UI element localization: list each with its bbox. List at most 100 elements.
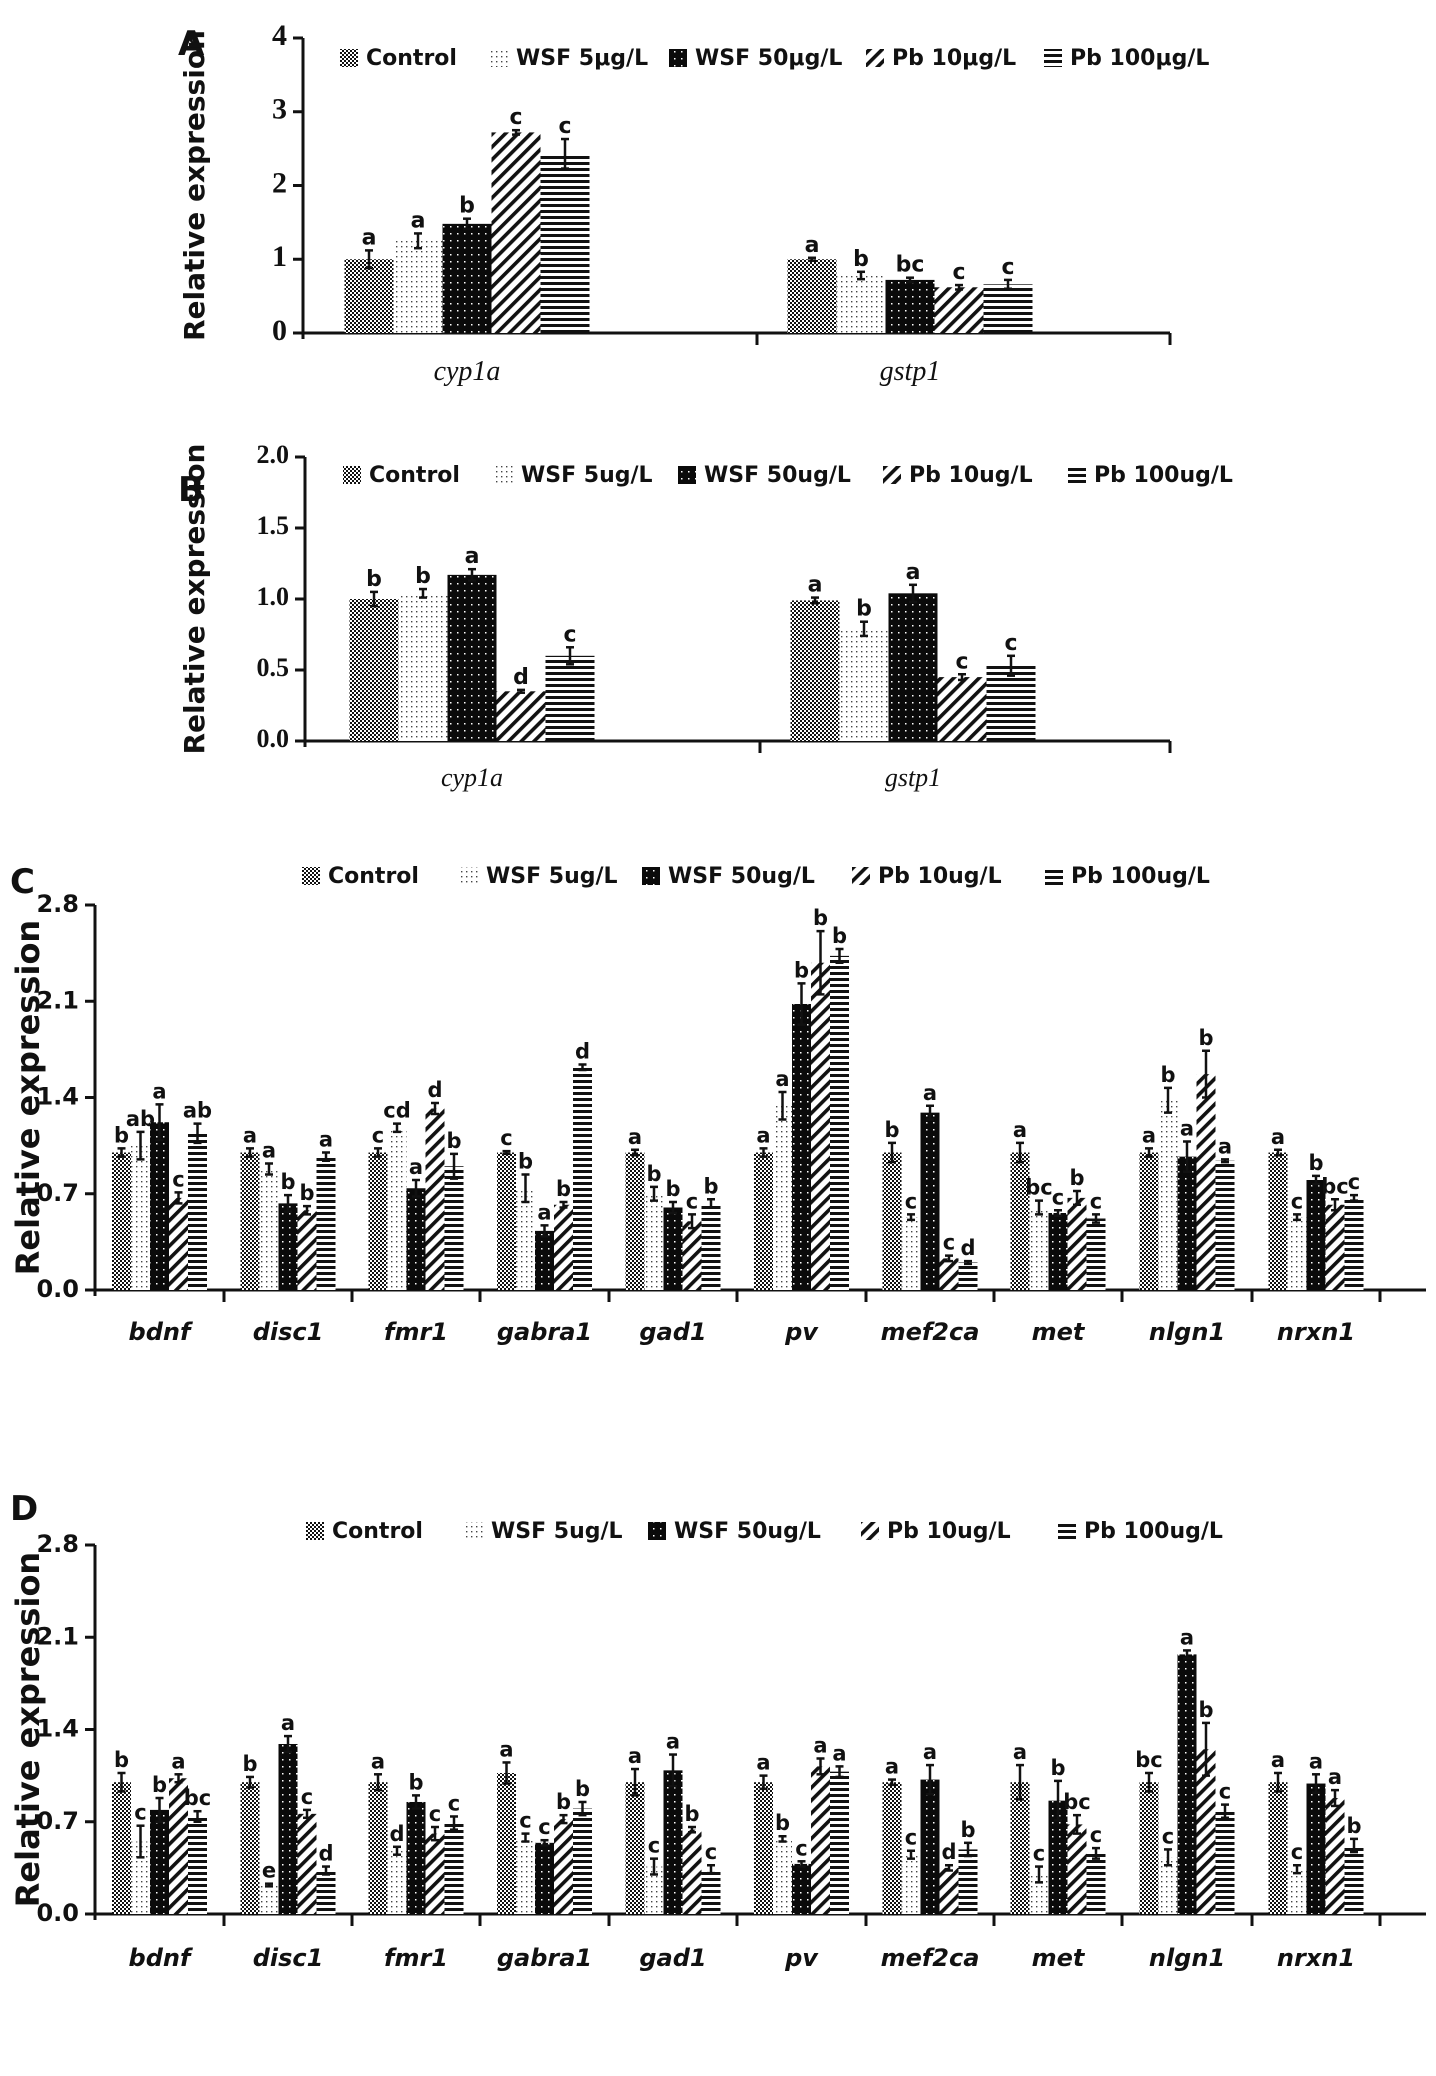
significance-label: c bbox=[1052, 1185, 1064, 1209]
significance-label: b bbox=[575, 1777, 590, 1801]
bar bbox=[939, 1867, 959, 1914]
significance-label: b bbox=[299, 1181, 314, 1205]
significance-label: c bbox=[955, 649, 968, 674]
significance-label: bc bbox=[896, 253, 925, 278]
legend-label: Control bbox=[332, 1519, 423, 1544]
legend-swatch bbox=[678, 466, 696, 484]
bar bbox=[112, 1782, 131, 1914]
bar bbox=[1268, 1152, 1288, 1290]
bar bbox=[1086, 1218, 1106, 1290]
panel-letter: C bbox=[10, 862, 35, 902]
bar bbox=[1158, 1100, 1178, 1290]
significance-label: b bbox=[1198, 1026, 1213, 1050]
bar bbox=[169, 1197, 188, 1290]
significance-label: a bbox=[1271, 1748, 1285, 1772]
legend-swatch bbox=[302, 867, 320, 885]
category-label: bdnf bbox=[129, 1318, 193, 1346]
category-label: met bbox=[1032, 1944, 1086, 1972]
bar bbox=[885, 279, 935, 333]
bar bbox=[497, 1152, 516, 1290]
significance-label: c bbox=[905, 1189, 917, 1213]
legend-label: Pb 10μg/L bbox=[892, 46, 1016, 71]
significance-label: c bbox=[301, 1785, 313, 1809]
bar bbox=[497, 1772, 516, 1914]
bar bbox=[882, 1152, 902, 1290]
legend-swatch bbox=[340, 49, 358, 67]
significance-label: a bbox=[666, 1730, 680, 1754]
y-tick-label: 0.7 bbox=[36, 1179, 79, 1207]
bar bbox=[773, 1838, 792, 1914]
significance-label: a bbox=[1180, 1117, 1194, 1141]
significance-label: a bbox=[906, 560, 921, 585]
bar bbox=[150, 1809, 169, 1914]
significance-label: b bbox=[1198, 1698, 1213, 1722]
category-label: nlgn1 bbox=[1149, 1318, 1225, 1346]
significance-label: b bbox=[556, 1177, 571, 1201]
bar bbox=[958, 1262, 978, 1290]
significance-label: c bbox=[648, 1834, 660, 1858]
legend-label: WSF 50ug/L bbox=[668, 864, 815, 889]
significance-label: a bbox=[1013, 1740, 1027, 1764]
significance-label: a bbox=[1013, 1118, 1027, 1142]
significance-label: c bbox=[1291, 1189, 1303, 1213]
bar bbox=[1158, 1857, 1178, 1914]
category-label: cyp1a bbox=[441, 763, 503, 792]
bar bbox=[958, 1849, 978, 1914]
bar bbox=[701, 1869, 721, 1914]
bar bbox=[535, 1230, 554, 1290]
significance-label: b bbox=[960, 1818, 975, 1842]
legend-label: Pb 10ug/L bbox=[878, 864, 1002, 889]
bar bbox=[545, 655, 595, 741]
legend-label: WSF 5ug/L bbox=[491, 1519, 623, 1544]
category-label: met bbox=[1032, 1318, 1086, 1346]
significance-label: b bbox=[884, 1118, 899, 1142]
bar bbox=[901, 1854, 921, 1914]
y-tick-label: 2.8 bbox=[36, 890, 79, 918]
bar bbox=[1029, 1207, 1049, 1290]
significance-label: a bbox=[262, 1139, 276, 1163]
significance-label: e bbox=[262, 1859, 276, 1883]
bar bbox=[811, 962, 830, 1290]
significance-label: c bbox=[1162, 1824, 1174, 1848]
significance-label: a bbox=[537, 1200, 551, 1224]
significance-label: b bbox=[684, 1802, 699, 1826]
significance-label: b bbox=[856, 597, 872, 622]
category-label: disc1 bbox=[253, 1318, 324, 1346]
significance-label: a bbox=[152, 1079, 166, 1103]
bar bbox=[790, 600, 840, 741]
significance-label: c bbox=[952, 260, 965, 285]
bar bbox=[1010, 1152, 1030, 1290]
bar bbox=[682, 1221, 702, 1290]
bar bbox=[934, 287, 984, 333]
bar bbox=[882, 1782, 902, 1914]
panel-letter: D bbox=[10, 1489, 38, 1529]
significance-label: b bbox=[114, 1123, 129, 1147]
significance-label: a bbox=[362, 225, 377, 250]
legend-label: Pb 100μg/L bbox=[1070, 46, 1209, 71]
bar bbox=[792, 1004, 811, 1290]
significance-label: a bbox=[1142, 1123, 1156, 1147]
bar bbox=[344, 259, 394, 333]
bar bbox=[131, 1841, 150, 1914]
bar bbox=[444, 1166, 464, 1290]
bar bbox=[1086, 1853, 1106, 1914]
legend-label: Control bbox=[369, 463, 460, 488]
bar bbox=[240, 1152, 260, 1290]
legend-label: WSF 50ug/L bbox=[674, 1519, 821, 1544]
significance-label: d bbox=[318, 1842, 333, 1866]
significance-label: c bbox=[1291, 1840, 1303, 1864]
significance-label: c bbox=[1219, 1780, 1231, 1804]
significance-label: b bbox=[1160, 1063, 1175, 1087]
significance-label: a bbox=[1180, 1625, 1194, 1649]
significance-label: c bbox=[563, 622, 576, 647]
significance-label: d bbox=[941, 1840, 956, 1864]
significance-label: b bbox=[518, 1150, 533, 1174]
significance-label: ab bbox=[183, 1099, 212, 1123]
bar bbox=[888, 593, 938, 741]
panel-letter: B bbox=[178, 470, 204, 510]
bar bbox=[554, 1819, 573, 1914]
significance-label: a bbox=[499, 1737, 513, 1761]
